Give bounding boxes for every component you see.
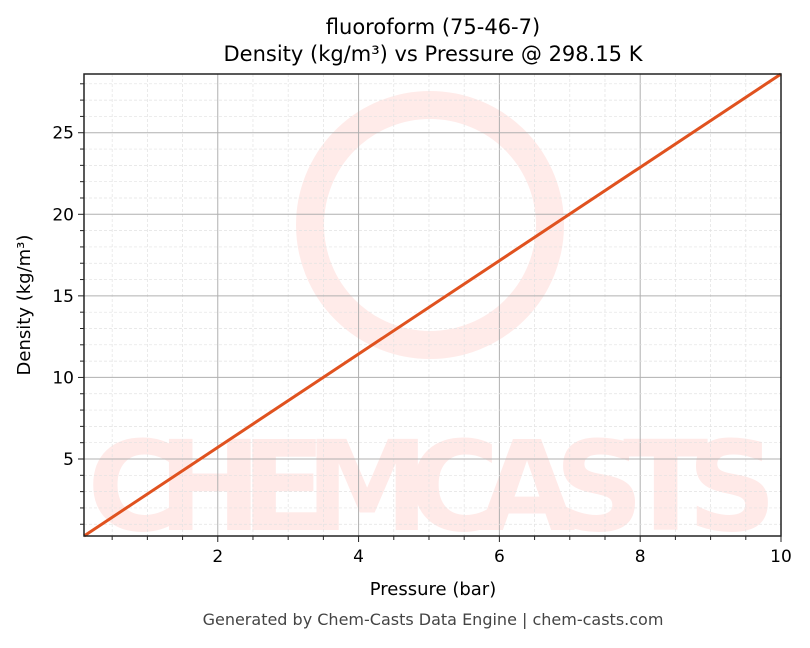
x-tick-label: 6 xyxy=(494,547,505,567)
y-tick-label: 20 xyxy=(52,205,74,225)
chart-title: fluoroform (75-46-7) xyxy=(326,15,540,39)
x-tick-label: 10 xyxy=(770,547,792,567)
y-tick-label: 5 xyxy=(63,450,74,470)
y-axis-label: Density (kg/m³) xyxy=(14,235,35,376)
footer: Generated by Chem-Casts Data Engine | ch… xyxy=(203,610,664,629)
x-axis-label: Pressure (bar) xyxy=(370,579,496,600)
y-tick-label: 10 xyxy=(52,368,74,388)
x-tick-label: 2 xyxy=(212,547,223,567)
x-tick-label: 4 xyxy=(353,547,364,567)
y-tick-label: 15 xyxy=(52,287,74,307)
chart-subtitle: Density (kg/m³) vs Pressure @ 298.15 K xyxy=(223,42,643,66)
plot-frame xyxy=(83,73,782,537)
svg-text:CHEMCASTS: CHEMCASTS xyxy=(87,415,777,560)
x-tick-label: 8 xyxy=(635,547,646,567)
y-tick-label: 25 xyxy=(52,124,74,144)
series-line xyxy=(83,72,782,538)
